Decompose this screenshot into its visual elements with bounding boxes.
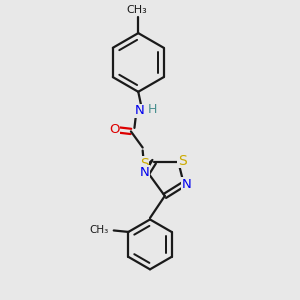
Text: N: N <box>135 104 145 117</box>
Text: CH₃: CH₃ <box>126 5 147 15</box>
Text: O: O <box>109 124 119 136</box>
Text: CH₃: CH₃ <box>89 226 109 236</box>
Text: N: N <box>182 178 192 190</box>
Text: S: S <box>140 157 148 171</box>
Text: N: N <box>140 166 150 179</box>
Text: S: S <box>178 154 187 167</box>
Text: H: H <box>148 103 158 116</box>
